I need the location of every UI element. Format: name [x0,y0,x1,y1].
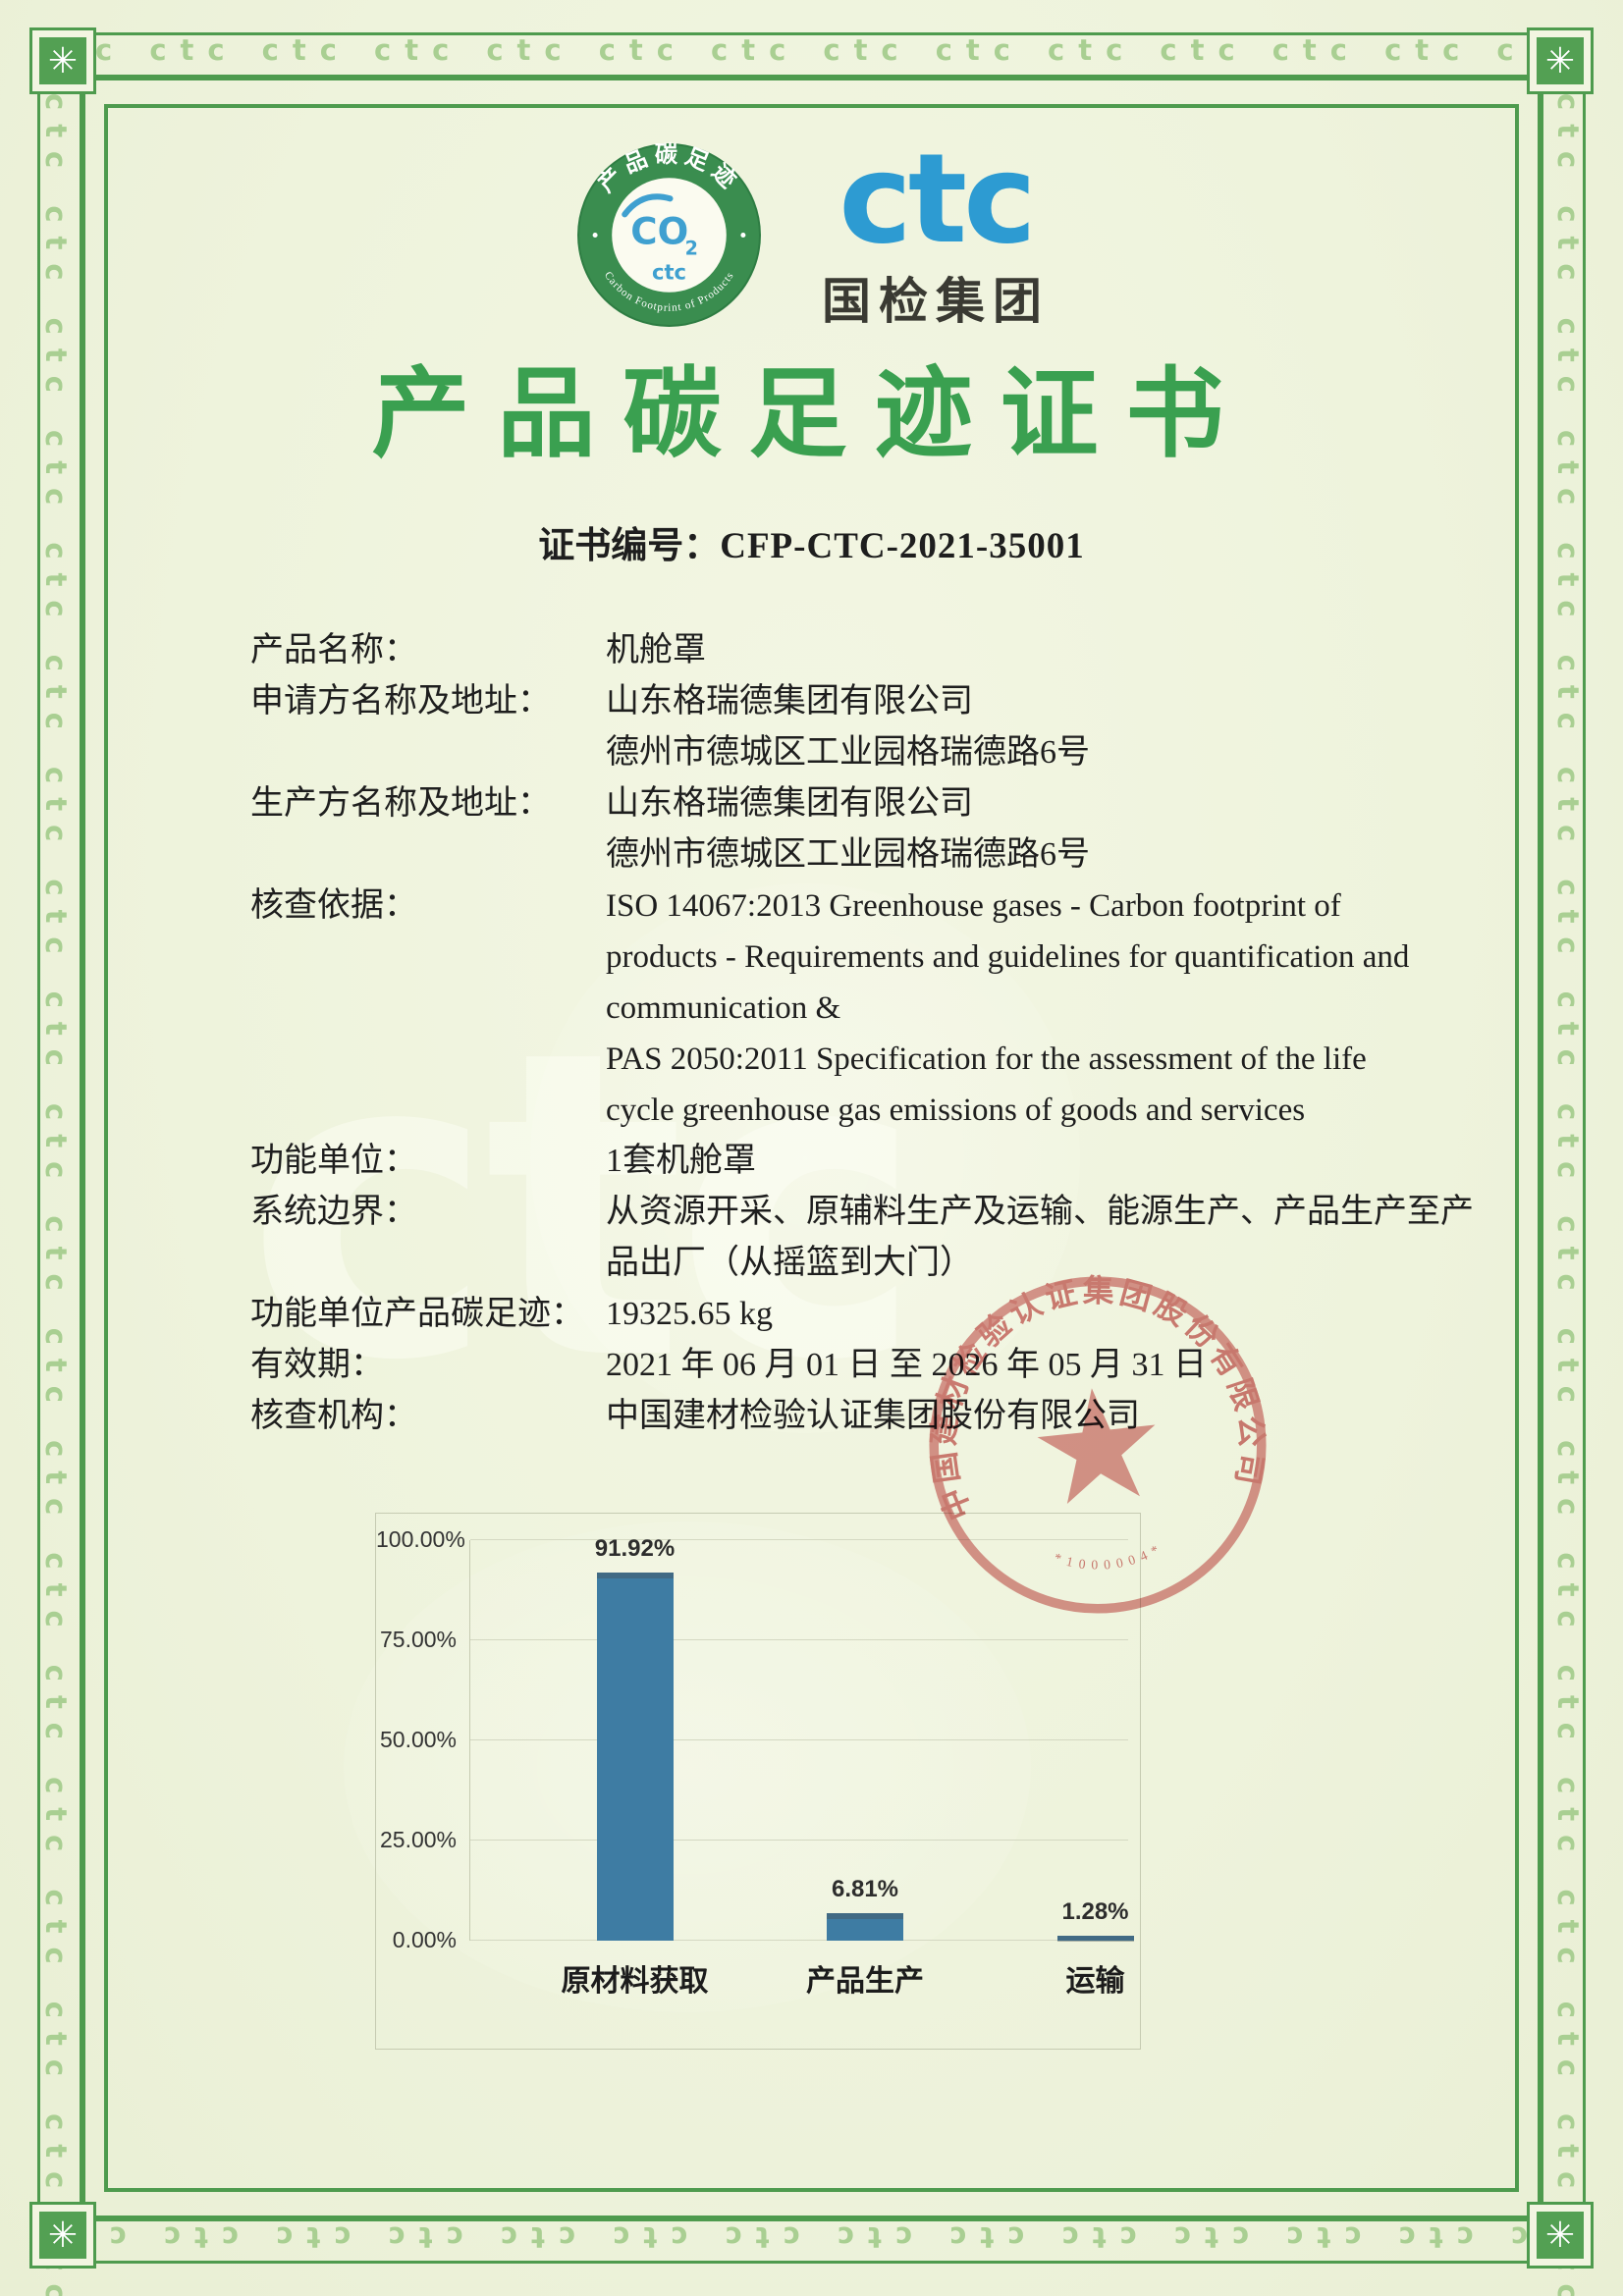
ctc-watermark: ctc [245,962,924,1453]
chart-category-label: 原材料获取 [561,1964,709,1998]
certificate-title: 产品碳足迹证书 [371,359,1252,469]
seal-co2-text: CO [630,210,688,253]
certificate-fields: 产品名称： 机舱罩 申请方名称及地址： 山东格瑞德集团有限公司 德州市德城区工业… [250,625,1474,1442]
ctc-group-logo: ctc 国检集团 [822,127,1050,333]
chart-gridline [470,1538,1128,1540]
svg-text:2: 2 [685,238,698,260]
stamp-star-icon [1037,1388,1156,1505]
svg-text:*1000004*: *1000004* [1051,1538,1168,1577]
chart-gridline [470,1638,1128,1640]
seal-ctc-text: ctc [652,260,686,285]
chart-category-label: 运输 [1065,1964,1125,1998]
chart-value-label: 1.28% [1061,1897,1129,1925]
corner-star-icon: ✳ [1537,2212,1584,2259]
seal-cloud-swoosh [622,193,674,218]
field-verification-basis: 核查依据： ISO 14067:2013 Greenhouse gases - … [250,886,1410,1128]
carbon-footprint-seal-logo: 产品碳足迹 Carbon Footprint of Products CO 2 … [577,141,761,327]
stamp-serial-text: *1000004* [1051,1538,1168,1577]
border-glyphs-left: ctc ctc ctc ctc ctc ctc ctc ctc ctc ctc … [39,93,73,2296]
chart-gridline [470,1738,1128,1740]
corner-ornament-top-left: ✳ [29,27,96,94]
ctc-group-name: 国检集团 [822,273,1050,329]
certificate-content: 产品碳足迹 Carbon Footprint of Products CO 2 … [114,114,1509,2182]
scan-blotch [530,883,1080,1433]
chart-y-tick-label: 50.00% [379,1726,457,1752]
ctc-logo-text: ctc [839,127,1037,271]
field-system-boundary: 系统边界： 从资源开采、原辅料生产及运输、能源生产、产品生产至产 品出厂（从摇篮… [250,1193,1474,1281]
chart-category-label: 产品生产 [806,1964,924,1998]
chart-y-tick-label: 25.00% [379,1826,457,1852]
chart-y-tick-label: 100.00% [376,1525,465,1552]
border-band-top: ctc ctc ctc ctc ctc ctc ctc ctc ctc ctc … [37,32,1586,80]
field-product-name: 产品名称： 机舱罩 [250,631,706,668]
chart-gridline [470,1939,1128,1941]
corner-star-icon: ✳ [39,37,86,84]
field-carbon-footprint: 功能单位产品碳足迹： 19325.65 kg [250,1295,773,1332]
chart-bar-1 [827,1913,903,1941]
certificate-number-value: CFP-CTC-2021-35001 [720,525,1085,566]
chart-y-tick-label: 0.00% [392,1926,457,1952]
chart-plot: 91.92% 原材料获取 6.81% 产品生产 1.28% 运输 [469,1535,1134,1998]
chart-gridline [470,1839,1128,1841]
corner-ornament-bottom-left: ✳ [29,2202,96,2269]
field-validity-period: 有效期： 2021 年 06 月 01 日 至 2026 年 05 月 31 日 [250,1346,1207,1383]
chart-y-axis: 100.00% 75.00% 50.00% 25.00% 0.00% [376,1526,465,1952]
corner-star-icon: ✳ [39,2212,86,2259]
corner-ornament-bottom-right: ✳ [1527,2202,1594,2269]
corner-star-icon: ✳ [1537,37,1584,84]
field-manufacturer: 生产方名称及地址： 山东格瑞德集团有限公司 德州市德城区工业园格瑞德路6号 [250,784,1090,873]
border-band-right [1538,32,1586,2264]
field-applicant: 申请方名称及地址： 山东格瑞德集团有限公司 德州市德城区工业园格瑞德路6号 [250,682,1090,771]
red-seal-stamp: 中国建材检验认证集团股份有限公司 *1000004* [909,1256,1274,1614]
chart-y-tick-label: 75.00% [379,1626,457,1652]
chart-value-label: 91.92% [594,1534,676,1562]
field-functional-unit: 功能单位： 1套机舱罩 [250,1142,756,1179]
border-band-bottom: ctc ctc ctc ctc ctc ctc ctc ctc ctc ctc … [37,2216,1586,2264]
field-verification-body: 核查机构： 中国建材检验认证集团股份有限公司 [250,1397,1140,1434]
border-band-left [37,32,85,2264]
chart-bar-0 [596,1572,674,1941]
border-glyphs-right: ctc ctc ctc ctc ctc ctc ctc ctc ctc ctc … [1551,93,1585,2296]
scan-blotch [344,1522,1031,2012]
carbon-footprint-chart: 100.00% 75.00% 50.00% 25.00% 0.00% 91.92% 原材料… [375,1512,1141,2050]
corner-ornament-top-right: ✳ [1527,27,1594,94]
certificate-number: 证书编号：CFP-CTC-2021-35001 [114,515,1509,568]
header-logos: 产品碳足迹 Carbon Footprint of Products CO 2 … [114,127,1509,333]
certificate-number-label: 证书编号： [538,525,721,566]
chart-value-label: 6.81% [831,1876,899,1903]
chart-bar-2 [1056,1935,1134,1942]
